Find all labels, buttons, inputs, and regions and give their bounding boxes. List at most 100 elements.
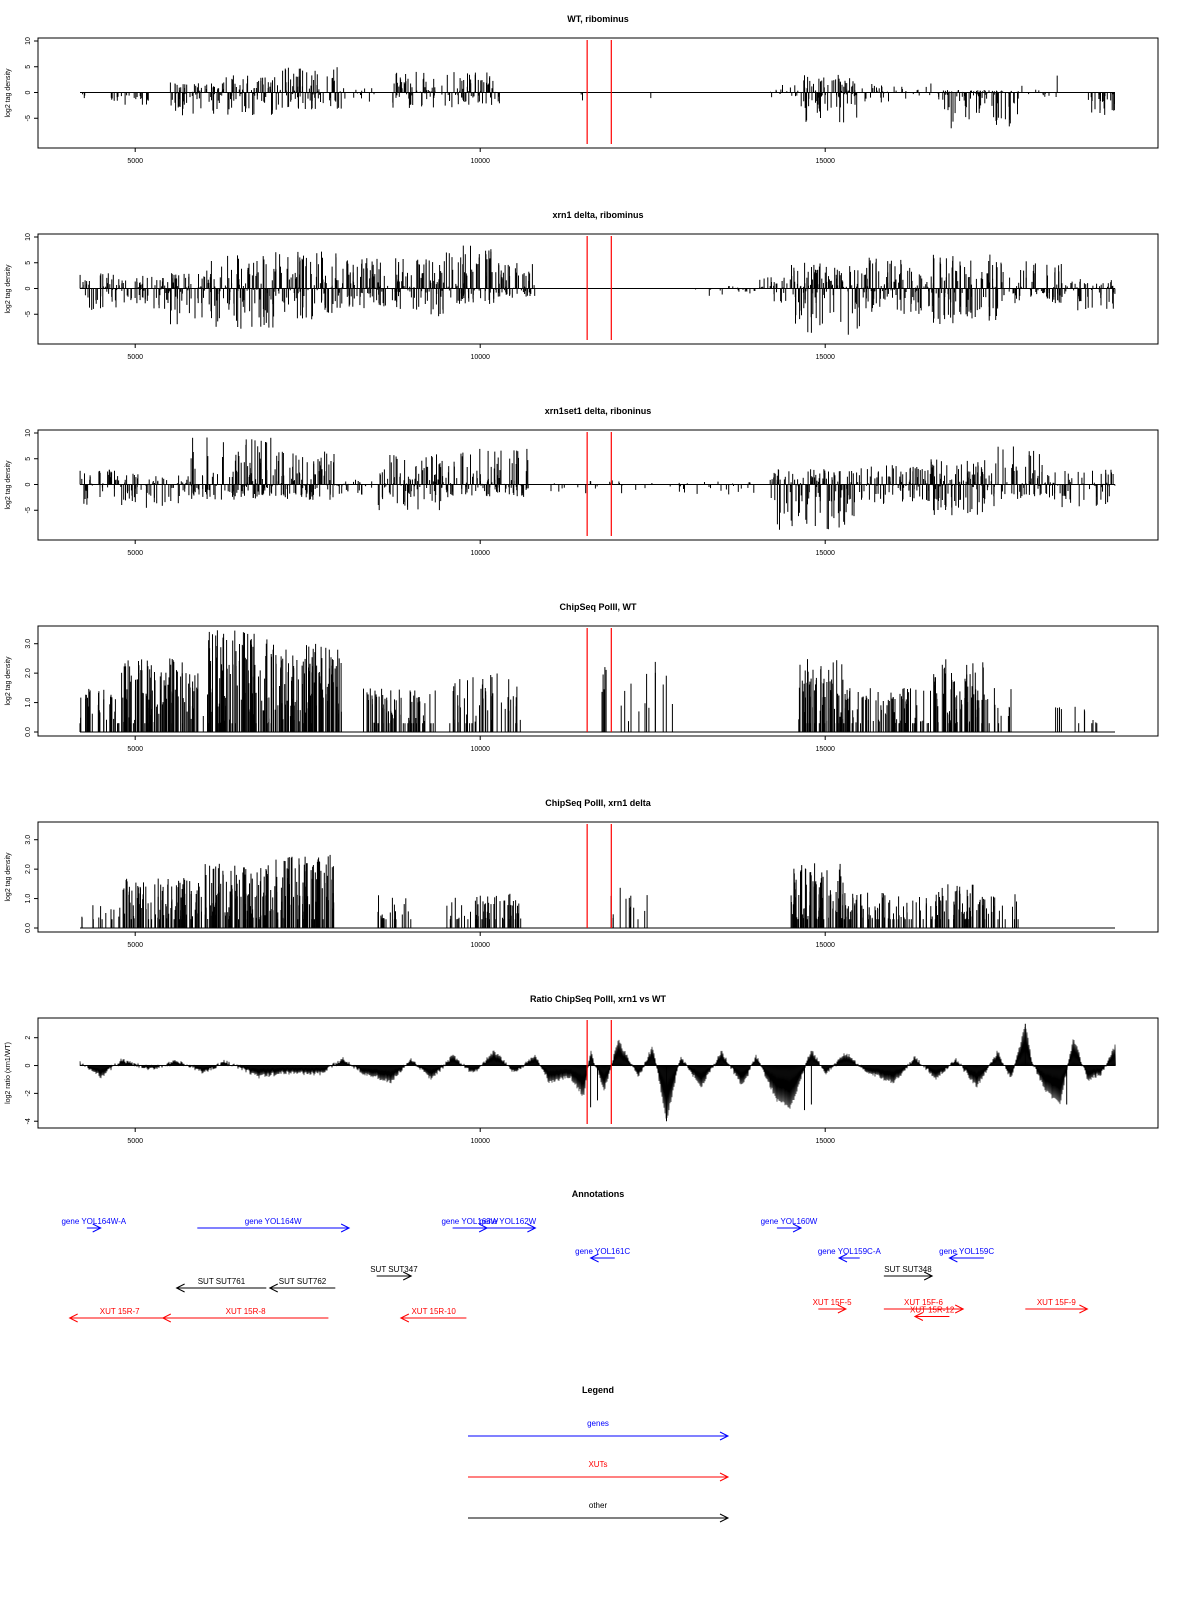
y-axis-label: log2 tag density	[5, 656, 12, 706]
y-tick-label: 2.0	[25, 864, 32, 874]
annotation-label: SUT SUT762	[279, 1277, 327, 1286]
annotation-label: XUT 15F-5	[813, 1298, 853, 1307]
plot-frame	[37, 821, 1159, 933]
x-tick-label: 15000	[815, 746, 835, 753]
annotation-label: gene YOL164W	[245, 1217, 302, 1226]
annotation-label: XUT 15R-10	[411, 1307, 456, 1316]
y-tick-label: 1.0	[25, 698, 32, 708]
x-tick-label: 10000	[470, 550, 490, 557]
annotation-label: XUT 15R-7	[100, 1307, 140, 1316]
x-tick-label: 5000	[127, 354, 143, 361]
chart-title: ChipSeq PolII, WT	[560, 602, 637, 612]
legend-label-genes: genes	[587, 1419, 609, 1428]
x-tick-label: 15000	[815, 158, 835, 165]
data-marks	[79, 245, 1116, 335]
y-axis-label: log2 ratio (xrn1/WT)	[5, 1042, 12, 1104]
annotation-label: SUT SUT348	[884, 1265, 932, 1274]
annotation-label: XUT 15R-12	[910, 1306, 955, 1315]
x-tick-label: 5000	[127, 158, 143, 165]
arrowhead-icon	[1079, 1304, 1089, 1314]
chart-panel-0: WT, ribominus log2 tag density -5 0 5 10 5000 1…	[5, 14, 1159, 165]
y-tick-label: 0	[25, 482, 32, 486]
arrowhead-icon	[948, 1253, 958, 1263]
arrowhead-icon	[954, 1304, 965, 1314]
x-tick-label: 10000	[470, 1138, 490, 1145]
arrowhead-icon	[527, 1223, 537, 1233]
arrowhead-icon	[719, 1472, 730, 1482]
arrowhead-icon	[161, 1313, 172, 1323]
y-tick-label: -5	[25, 311, 32, 317]
x-tick-label: 10000	[470, 354, 490, 361]
annotation-label: gene YOL163W	[441, 1217, 498, 1226]
annotation-label: gene YOL159C	[939, 1247, 994, 1256]
arrowhead-icon	[792, 1223, 803, 1233]
y-tick-label: -5	[25, 115, 32, 121]
legend-panel: Legend genes XUTs other	[468, 1385, 730, 1523]
y-axis-label: log2 tag density	[5, 852, 12, 902]
y-axis-label: log2 tag density	[5, 264, 12, 314]
arrowhead-icon	[402, 1271, 413, 1281]
annotation-label: XUT 15F-6	[904, 1298, 944, 1307]
y-tick-label: 0	[25, 286, 32, 290]
y-tick-label: 0.0	[25, 923, 32, 933]
chart-panel-4: ChipSeq PolII, xrn1 delta log2 tag densit…	[5, 798, 1159, 949]
legend-label-other: other	[589, 1501, 608, 1510]
x-tick-label: 15000	[815, 1138, 835, 1145]
x-tick-label: 5000	[127, 942, 143, 949]
annotation-label: gene YOL159C-A	[818, 1247, 882, 1256]
data-marks	[82, 67, 1115, 129]
arrowhead-icon	[92, 1223, 102, 1233]
x-tick-label: 5000	[127, 550, 143, 557]
arrowhead-icon	[268, 1283, 278, 1293]
x-tick-label: 15000	[815, 942, 835, 949]
chart-title: xrn1 delta, ribominus	[552, 210, 643, 220]
y-tick-label: 3.0	[25, 835, 32, 845]
y-tick-label: 10	[25, 429, 32, 437]
chart-title: xrn1set1 delta, riboninus	[545, 406, 652, 416]
y-tick-label: 0	[25, 90, 32, 94]
data-marks	[79, 437, 1116, 530]
x-tick-label: 10000	[470, 746, 490, 753]
arrowhead-icon	[923, 1271, 934, 1281]
y-tick-label: 0	[25, 1063, 32, 1067]
plot-frame	[37, 1017, 1159, 1129]
y-tick-label: 2	[25, 1036, 32, 1040]
y-tick-label: -2	[25, 1090, 32, 1096]
y-tick-label: -5	[25, 507, 32, 513]
annotation-label: SUT SUT761	[198, 1277, 246, 1286]
annotation-label: gene YOL160W	[761, 1217, 818, 1226]
x-tick-label: 10000	[470, 158, 490, 165]
arrowhead-icon	[340, 1223, 351, 1233]
chart-panel-1: xrn1 delta, ribominus log2 tag density -5 0…	[5, 210, 1159, 361]
y-tick-label: 3.0	[25, 639, 32, 649]
arrowhead-icon	[837, 1253, 848, 1263]
y-axis-label: log2 tag density	[5, 460, 12, 510]
legend-title: Legend	[582, 1385, 614, 1395]
y-tick-label: 5	[25, 457, 32, 461]
chart-panel-3: ChipSeq PolII, WT log2 tag density 0.0 1.0 2…	[5, 602, 1159, 753]
arrowhead-icon	[913, 1312, 924, 1321]
legend-label-xuts: XUTs	[588, 1460, 607, 1469]
y-tick-label: 5	[25, 261, 32, 265]
y-tick-label: 0.0	[25, 727, 32, 737]
arrowhead-icon	[719, 1431, 730, 1441]
y-tick-label: 10	[25, 37, 32, 45]
x-tick-label: 15000	[815, 354, 835, 361]
data-marks	[81, 854, 1019, 928]
data-marks	[79, 1023, 1116, 1122]
x-tick-label: 15000	[815, 550, 835, 557]
x-tick-label: 10000	[470, 942, 490, 949]
arrowhead-icon	[837, 1304, 848, 1314]
chart-title: ChipSeq PolII, xrn1 delta	[545, 798, 652, 808]
y-tick-label: 2.0	[25, 668, 32, 678]
chart-panel-5: Ratio ChipSeq PolII, xrn1 vs WT log2 rati…	[5, 994, 1159, 1145]
annotation-label: XUT 15R-8	[226, 1307, 266, 1316]
data-marks	[79, 630, 1098, 732]
y-tick-label: -4	[25, 1118, 32, 1124]
annotation-label: XUT 15F-9	[1037, 1298, 1077, 1307]
arrowhead-icon	[719, 1513, 730, 1523]
annotations-panel: Annotations gene YOL164W-A gene YOL164W gen…	[61, 1189, 1089, 1323]
arrowhead-icon	[399, 1313, 410, 1323]
chart-title: WT, ribominus	[567, 14, 629, 24]
